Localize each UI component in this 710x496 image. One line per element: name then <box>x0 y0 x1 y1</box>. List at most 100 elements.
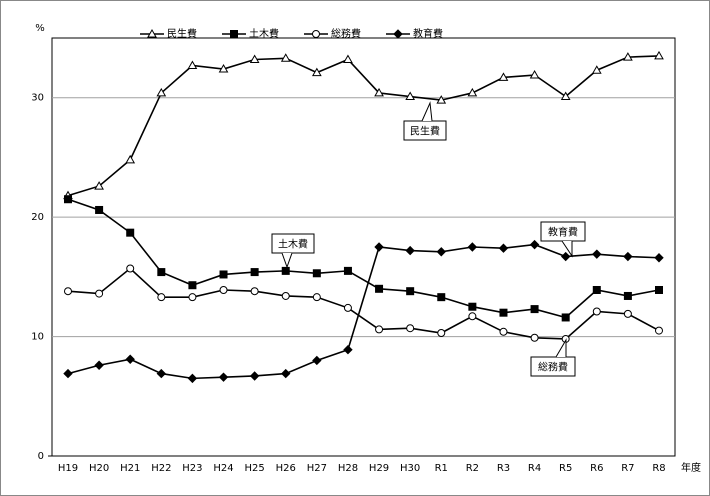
x-tick-label: H27 <box>307 463 327 474</box>
callout-label: 民生費 <box>410 125 440 138</box>
marker <box>406 324 415 333</box>
marker <box>654 50 664 60</box>
marker <box>530 305 539 314</box>
x-tick-label: R4 <box>528 463 541 474</box>
marker <box>249 371 260 381</box>
marker <box>125 354 135 364</box>
marker <box>467 87 478 97</box>
marker <box>63 368 73 379</box>
callout-pointer <box>421 101 433 122</box>
marker <box>94 360 104 370</box>
marker <box>95 289 104 298</box>
marker <box>343 266 352 275</box>
marker <box>280 53 291 62</box>
marker <box>655 326 663 335</box>
marker <box>156 87 167 97</box>
x-tick-label: H30 <box>400 463 420 474</box>
marker <box>623 52 633 61</box>
x-tick-label: H26 <box>276 463 296 474</box>
marker <box>188 293 197 302</box>
marker <box>655 285 663 294</box>
marker <box>498 72 509 81</box>
marker <box>623 291 632 300</box>
marker <box>623 309 632 318</box>
marker <box>219 285 228 294</box>
marker <box>95 205 104 214</box>
marker <box>126 264 135 273</box>
plot-area <box>51 37 676 457</box>
series-line <box>67 55 660 197</box>
series-line <box>67 267 660 340</box>
marker <box>529 239 540 250</box>
marker <box>249 54 260 63</box>
x-tick-label: H20 <box>89 463 109 474</box>
marker <box>498 243 509 253</box>
x-tick-label: H28 <box>338 463 358 474</box>
marker <box>592 285 601 294</box>
marker <box>343 345 353 355</box>
marker <box>467 242 478 252</box>
marker <box>250 268 259 277</box>
x-tick-label: H19 <box>58 463 78 474</box>
marker <box>561 313 570 322</box>
marker <box>499 327 508 336</box>
marker <box>156 368 167 379</box>
marker <box>592 307 601 316</box>
callout-label: 総務費 <box>538 361 568 374</box>
legend-label: 土木費 <box>249 27 279 40</box>
marker <box>281 266 290 275</box>
callout-box <box>271 233 315 254</box>
callout-label: 土木費 <box>278 238 308 251</box>
marker <box>250 287 259 296</box>
x-tick-label: H23 <box>182 463 202 474</box>
x-tick-label: H29 <box>369 463 389 474</box>
marker <box>375 325 384 334</box>
marker <box>343 54 353 63</box>
marker <box>499 308 508 317</box>
marker <box>436 247 446 257</box>
legend-label: 民生費 <box>167 27 197 40</box>
callout-pointer <box>561 240 573 258</box>
series-line <box>67 198 660 319</box>
callout-pointer <box>555 338 567 358</box>
marker <box>437 293 446 302</box>
marker <box>560 91 571 101</box>
marker <box>312 30 320 38</box>
marker <box>125 154 136 164</box>
marker <box>94 181 104 190</box>
marker <box>375 284 384 293</box>
marker <box>654 253 664 263</box>
marker <box>147 28 157 38</box>
marker <box>281 368 291 379</box>
callout-box <box>540 221 586 242</box>
x-tick-label: H25 <box>245 463 265 474</box>
x-tick-label: R8 <box>652 463 665 474</box>
marker <box>436 95 447 104</box>
marker <box>312 269 321 278</box>
x-tick-label: R7 <box>621 463 634 474</box>
series-line <box>67 243 660 380</box>
y-tick-label: 20 <box>31 212 44 223</box>
marker <box>311 67 322 77</box>
marker <box>230 30 238 38</box>
marker <box>468 312 477 321</box>
marker <box>281 291 290 300</box>
marker <box>218 64 229 73</box>
marker <box>530 333 539 342</box>
y-tick-label: 30 <box>31 93 44 104</box>
x-tick-label: H24 <box>213 463 233 474</box>
callout-label: 教育費 <box>548 226 578 239</box>
marker <box>64 287 72 296</box>
marker <box>157 293 166 302</box>
x-tick-label: R5 <box>559 463 572 474</box>
marker <box>157 268 166 277</box>
marker <box>374 242 384 252</box>
callout-pointer <box>281 252 293 269</box>
x-tick-label: R6 <box>590 463 603 474</box>
marker <box>219 270 228 279</box>
marker <box>405 245 415 256</box>
marker <box>218 372 229 382</box>
x-axis-label: 年度 <box>681 461 701 474</box>
